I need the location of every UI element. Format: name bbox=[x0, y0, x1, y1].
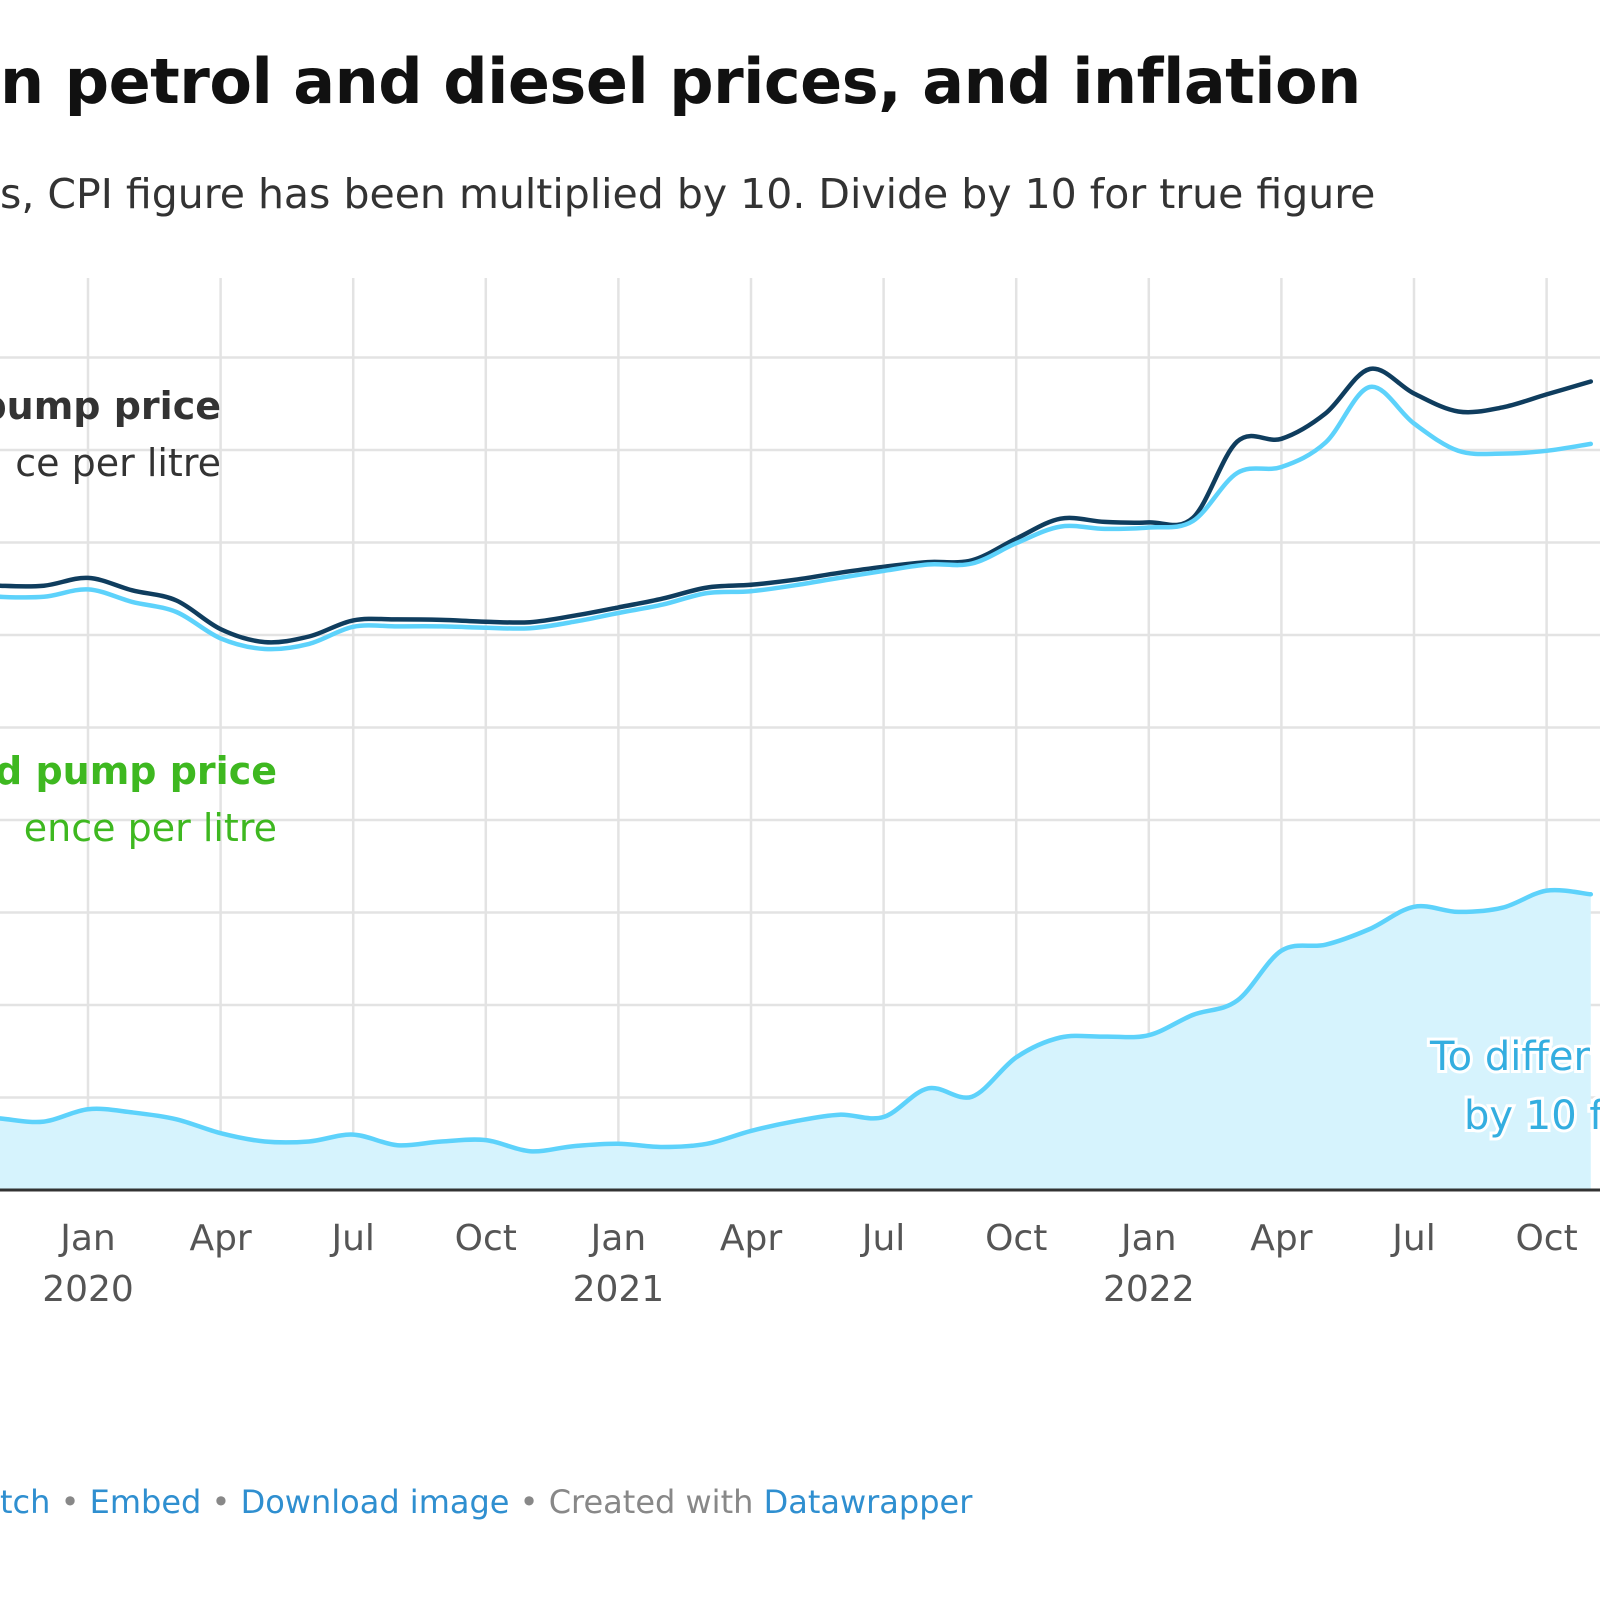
x-tick-year-label: 2020 bbox=[42, 1269, 134, 1310]
embed-link[interactable]: Embed bbox=[89, 1483, 202, 1521]
watch-link[interactable]: tch bbox=[0, 1483, 51, 1521]
cpi-label-line1: To differ bbox=[1429, 1034, 1590, 1080]
x-tick-year-label: 2021 bbox=[573, 1269, 665, 1310]
x-tick-label: Jan bbox=[589, 1218, 647, 1259]
footer-separator: • bbox=[50, 1483, 90, 1521]
series-line-petrol bbox=[0, 384, 1594, 652]
cpi-label-line2: by 10 f bbox=[1464, 1093, 1600, 1139]
petrol-label-title: d pump price bbox=[0, 749, 277, 793]
x-tick-label: Jul bbox=[860, 1218, 905, 1259]
annotations: pump price ce per litre d pump price enc… bbox=[0, 384, 1600, 1142]
diesel-label-unit: ce per litre bbox=[15, 441, 221, 485]
series-line-diesel bbox=[0, 366, 1594, 645]
x-tick-label: Jan bbox=[1119, 1218, 1177, 1259]
x-tick-label: Oct bbox=[1515, 1218, 1577, 1259]
footer-separator: • bbox=[509, 1483, 549, 1521]
x-tick-label: Jul bbox=[1390, 1218, 1435, 1259]
series-line-cpi bbox=[0, 887, 1594, 1154]
x-tick-label: Apr bbox=[1250, 1218, 1312, 1259]
diesel-label-title: pump price bbox=[0, 384, 221, 428]
x-tick-label: Jan bbox=[58, 1218, 116, 1259]
x-tick-label: Oct bbox=[455, 1218, 517, 1259]
petrol-label-unit: ence per litre bbox=[24, 806, 277, 850]
chart-subtitle: s, CPI figure has been multiplied by 10.… bbox=[0, 170, 1376, 218]
footer-separator: • bbox=[201, 1483, 241, 1521]
x-tick-label: Oct bbox=[985, 1218, 1047, 1259]
download-image-link[interactable]: Download image bbox=[240, 1483, 510, 1521]
created-with-text: Created with bbox=[548, 1483, 764, 1521]
datawrapper-link[interactable]: Datawrapper bbox=[763, 1483, 973, 1521]
x-tick-year-label: 2022 bbox=[1103, 1269, 1195, 1310]
series-area-cpi bbox=[0, 890, 1591, 1190]
x-tick-label: Jul bbox=[329, 1218, 374, 1259]
x-tick-label: Apr bbox=[720, 1218, 782, 1259]
x-tick-label: Apr bbox=[189, 1218, 251, 1259]
chart-title: n petrol and diesel prices, and inflatio… bbox=[0, 45, 1361, 118]
cpi-area-layer bbox=[0, 890, 1591, 1190]
x-axis: Jan 2020 Apr Jul Oct Jan 2021 Apr Jul Oct Jan 2022 A… bbox=[0, 1188, 1600, 1310]
series-layer bbox=[0, 366, 1594, 1154]
grid bbox=[0, 278, 1600, 1190]
chart-footer: tch • Embed • Download image • Created w… bbox=[0, 1483, 1600, 1521]
